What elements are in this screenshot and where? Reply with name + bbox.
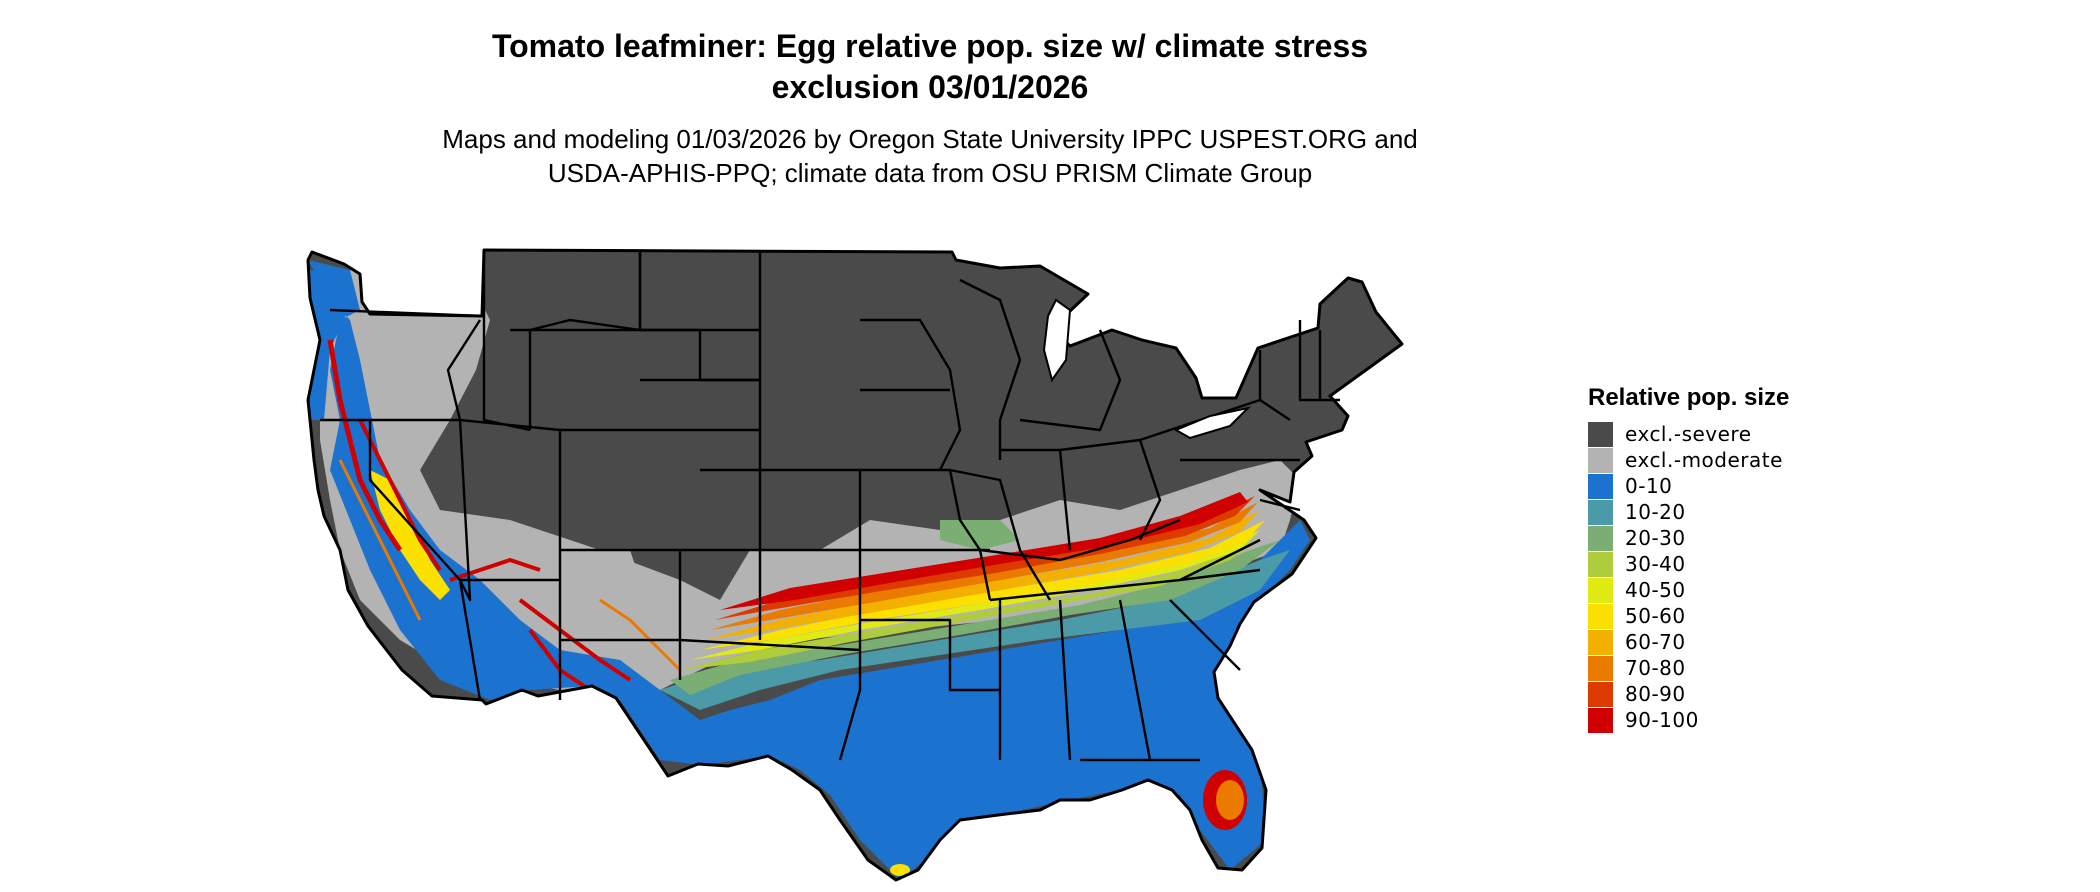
legend-item: 50-60 [1588,603,1789,629]
legend-item: 10-20 [1588,499,1789,525]
legend-label: 60-70 [1625,630,1686,654]
legend-swatch [1588,421,1613,447]
legend-label: 40-50 [1625,578,1686,602]
legend-swatch [1588,655,1613,681]
legend-label: 80-90 [1625,682,1686,706]
legend-item: 20-30 [1588,525,1789,551]
legend-swatch [1588,603,1613,629]
map-title-line1: Tomato leafminer: Egg relative pop. size… [491,28,1369,64]
legend-swatch [1588,681,1613,707]
legend-swatch [1588,499,1613,525]
legend-swatch [1588,447,1613,473]
legend-item: 40-50 [1588,577,1789,603]
map-subtitle-line1: Maps and modeling 01/03/2026 by Oregon S… [442,124,1418,154]
legend-swatch [1588,629,1613,655]
legend-item: 30-40 [1588,551,1789,577]
legend-label: 10-20 [1625,500,1686,524]
legend-item: excl.-moderate [1588,447,1789,473]
legend-title: Relative pop. size [1588,384,1790,411]
legend-item: excl.-severe [1588,421,1789,447]
legend-item: 90-100 [1588,707,1789,733]
legend-label: 90-100 [1625,708,1699,732]
legend-label: 30-40 [1625,552,1686,576]
legend-label: 20-30 [1625,526,1686,550]
legend-label: excl.-moderate [1625,448,1783,472]
legend-item: 60-70 [1588,629,1789,655]
legend-label: 70-80 [1625,656,1686,680]
map-legend: Relative pop. size excl.-severe excl.-mod… [1588,383,1789,733]
map-title-line2: exclusion 03/01/2026 [771,69,1089,105]
legend-swatch [1588,707,1613,733]
legend-label: 0-10 [1625,474,1673,498]
map-subtitle-line2: USDA-APHIS-PPQ; climate data from OSU PR… [547,158,1313,188]
legend-swatch [1588,525,1613,551]
legend-item: 0-10 [1588,473,1789,499]
legend-swatch [1588,577,1613,603]
us-risk-map [306,248,1404,882]
legend-items: excl.-severe excl.-moderate 0-10 10-20 20-30… [1588,421,1789,733]
legend-item: 70-80 [1588,655,1789,681]
legend-swatch [1588,551,1613,577]
legend-label: excl.-severe [1625,422,1752,446]
legend-label: 50-60 [1625,604,1686,628]
legend-swatch [1588,473,1613,499]
legend-item: 80-90 [1588,681,1789,707]
